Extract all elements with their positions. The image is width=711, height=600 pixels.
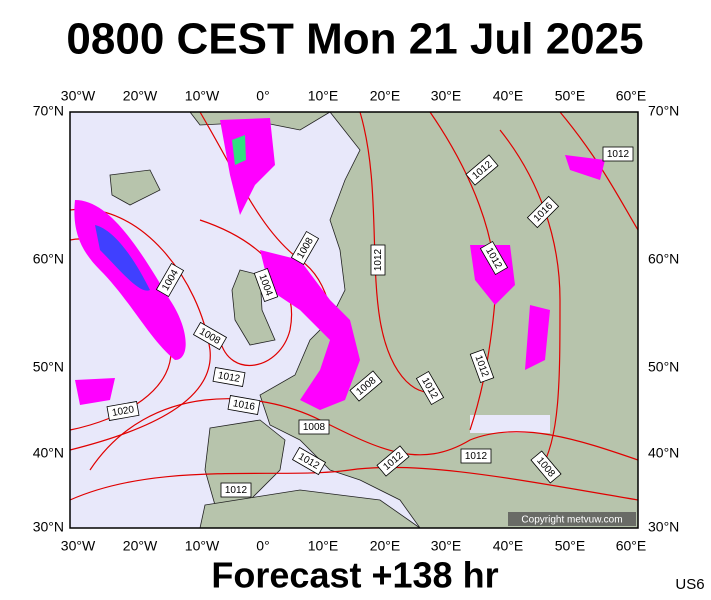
lon-label: 60°E — [616, 538, 647, 554]
lon-label: 0° — [256, 538, 269, 554]
black-sea — [470, 415, 550, 433]
isobar-label: 1008 — [298, 419, 330, 435]
lon-label: 10°E — [308, 88, 339, 104]
lat-label: 40°N — [648, 445, 679, 461]
lat-label: 60°N — [33, 251, 64, 267]
precipitation — [525, 305, 550, 370]
isobar-label: 1016 — [227, 395, 261, 415]
lat-label: 50°N — [648, 359, 679, 375]
isobar — [499, 129, 561, 471]
isobar-label-box — [291, 446, 327, 476]
lat-label: 30°N — [33, 519, 64, 535]
lat-label: 70°N — [648, 103, 679, 119]
isobar-label-box — [530, 450, 562, 484]
isobar-label: 1012 — [212, 367, 246, 387]
isobar-label-box — [465, 154, 499, 186]
isobar-label-text: 1012 — [225, 485, 248, 496]
lon-label: 0° — [256, 88, 269, 104]
lon-label: 10°W — [185, 88, 220, 104]
isobar-label-box — [479, 240, 509, 276]
lon-label: 50°E — [555, 88, 586, 104]
isobar-label-box — [253, 267, 279, 303]
isobar-label: 1012 — [415, 370, 445, 406]
isobar-label-box — [220, 482, 252, 498]
lon-label: 40°E — [493, 538, 524, 554]
isobar-label-text: 1012 — [373, 248, 384, 271]
isobar-label-box — [290, 230, 320, 266]
isobar-label: 1012 — [370, 244, 386, 276]
isobar-label-box — [106, 401, 140, 421]
lon-label: 20°E — [370, 538, 401, 554]
copyright: Copyright metvuw.com — [521, 515, 622, 526]
isobar-label-text: 1012 — [217, 370, 241, 385]
isobar-label: 1012 — [469, 348, 495, 384]
isobar-label-box — [349, 370, 383, 402]
land — [199, 489, 422, 529]
isobar-label-text: 1020 — [111, 404, 135, 419]
isobar — [69, 208, 211, 451]
lon-label: 20°E — [370, 88, 401, 104]
model-code: US6 — [675, 576, 704, 593]
isobar-label-box — [227, 395, 261, 415]
lon-label: 30°W — [61, 538, 96, 554]
lon-label: 60°E — [616, 88, 647, 104]
isobar-label: 1012 — [602, 146, 634, 162]
isobar-label-box — [415, 370, 445, 406]
isobar — [199, 219, 292, 367]
lon-label: 10°W — [185, 538, 220, 554]
precipitation — [232, 135, 246, 165]
lat-label: 70°N — [33, 103, 64, 119]
isobar-label-box — [155, 262, 185, 298]
isobar — [559, 111, 639, 231]
lon-label: 30°E — [431, 88, 462, 104]
isobar-label-box — [376, 445, 410, 477]
lon-label: 20°W — [123, 538, 158, 554]
lat-label: 50°N — [33, 359, 64, 375]
lon-label: 30°E — [431, 538, 462, 554]
isobar-label: 1012 — [460, 448, 492, 464]
isobar-label-text: 1008 — [303, 422, 326, 433]
land — [109, 169, 161, 206]
isobar-label-box — [602, 146, 634, 162]
precipitation — [565, 155, 605, 180]
isobar-label: 1012 — [220, 482, 252, 498]
isobar-label-box — [469, 348, 495, 384]
isobar — [69, 466, 639, 501]
isobar-label-text: 1012 — [465, 451, 488, 462]
copyright-box — [508, 512, 636, 526]
precipitation — [75, 378, 115, 405]
lat-label: 30°N — [648, 519, 679, 535]
isobar-label: 1004 — [253, 267, 279, 303]
title: 0800 CEST Mon 21 Jul 2025 — [66, 15, 643, 64]
precipitation — [260, 250, 360, 410]
lat-label: 40°N — [33, 445, 64, 461]
isobar-label-text: 1012 — [607, 149, 630, 160]
isobar-label-box — [460, 448, 492, 464]
precipitation — [470, 245, 515, 305]
lon-label: 10°E — [308, 538, 339, 554]
isobar-label-box — [192, 321, 228, 351]
isobar-label-box — [526, 195, 560, 229]
lat-label: 60°N — [648, 251, 679, 267]
map-frame — [69, 111, 639, 529]
lon-label: 20°W — [123, 88, 158, 104]
isobar-label-box — [298, 419, 330, 435]
precipitation — [95, 225, 150, 291]
lon-label: 40°E — [493, 88, 524, 104]
forecast-label: Forecast +138 hr — [211, 555, 498, 596]
isobar-label-box — [370, 244, 386, 276]
lon-label: 50°E — [555, 538, 586, 554]
lon-label: 30°W — [61, 88, 96, 104]
isobar — [89, 398, 639, 471]
isobar-label: 1020 — [106, 401, 140, 421]
isobar — [359, 111, 441, 394]
isobar-label-text: 1016 — [232, 398, 256, 413]
isobar-label-box — [212, 367, 246, 387]
